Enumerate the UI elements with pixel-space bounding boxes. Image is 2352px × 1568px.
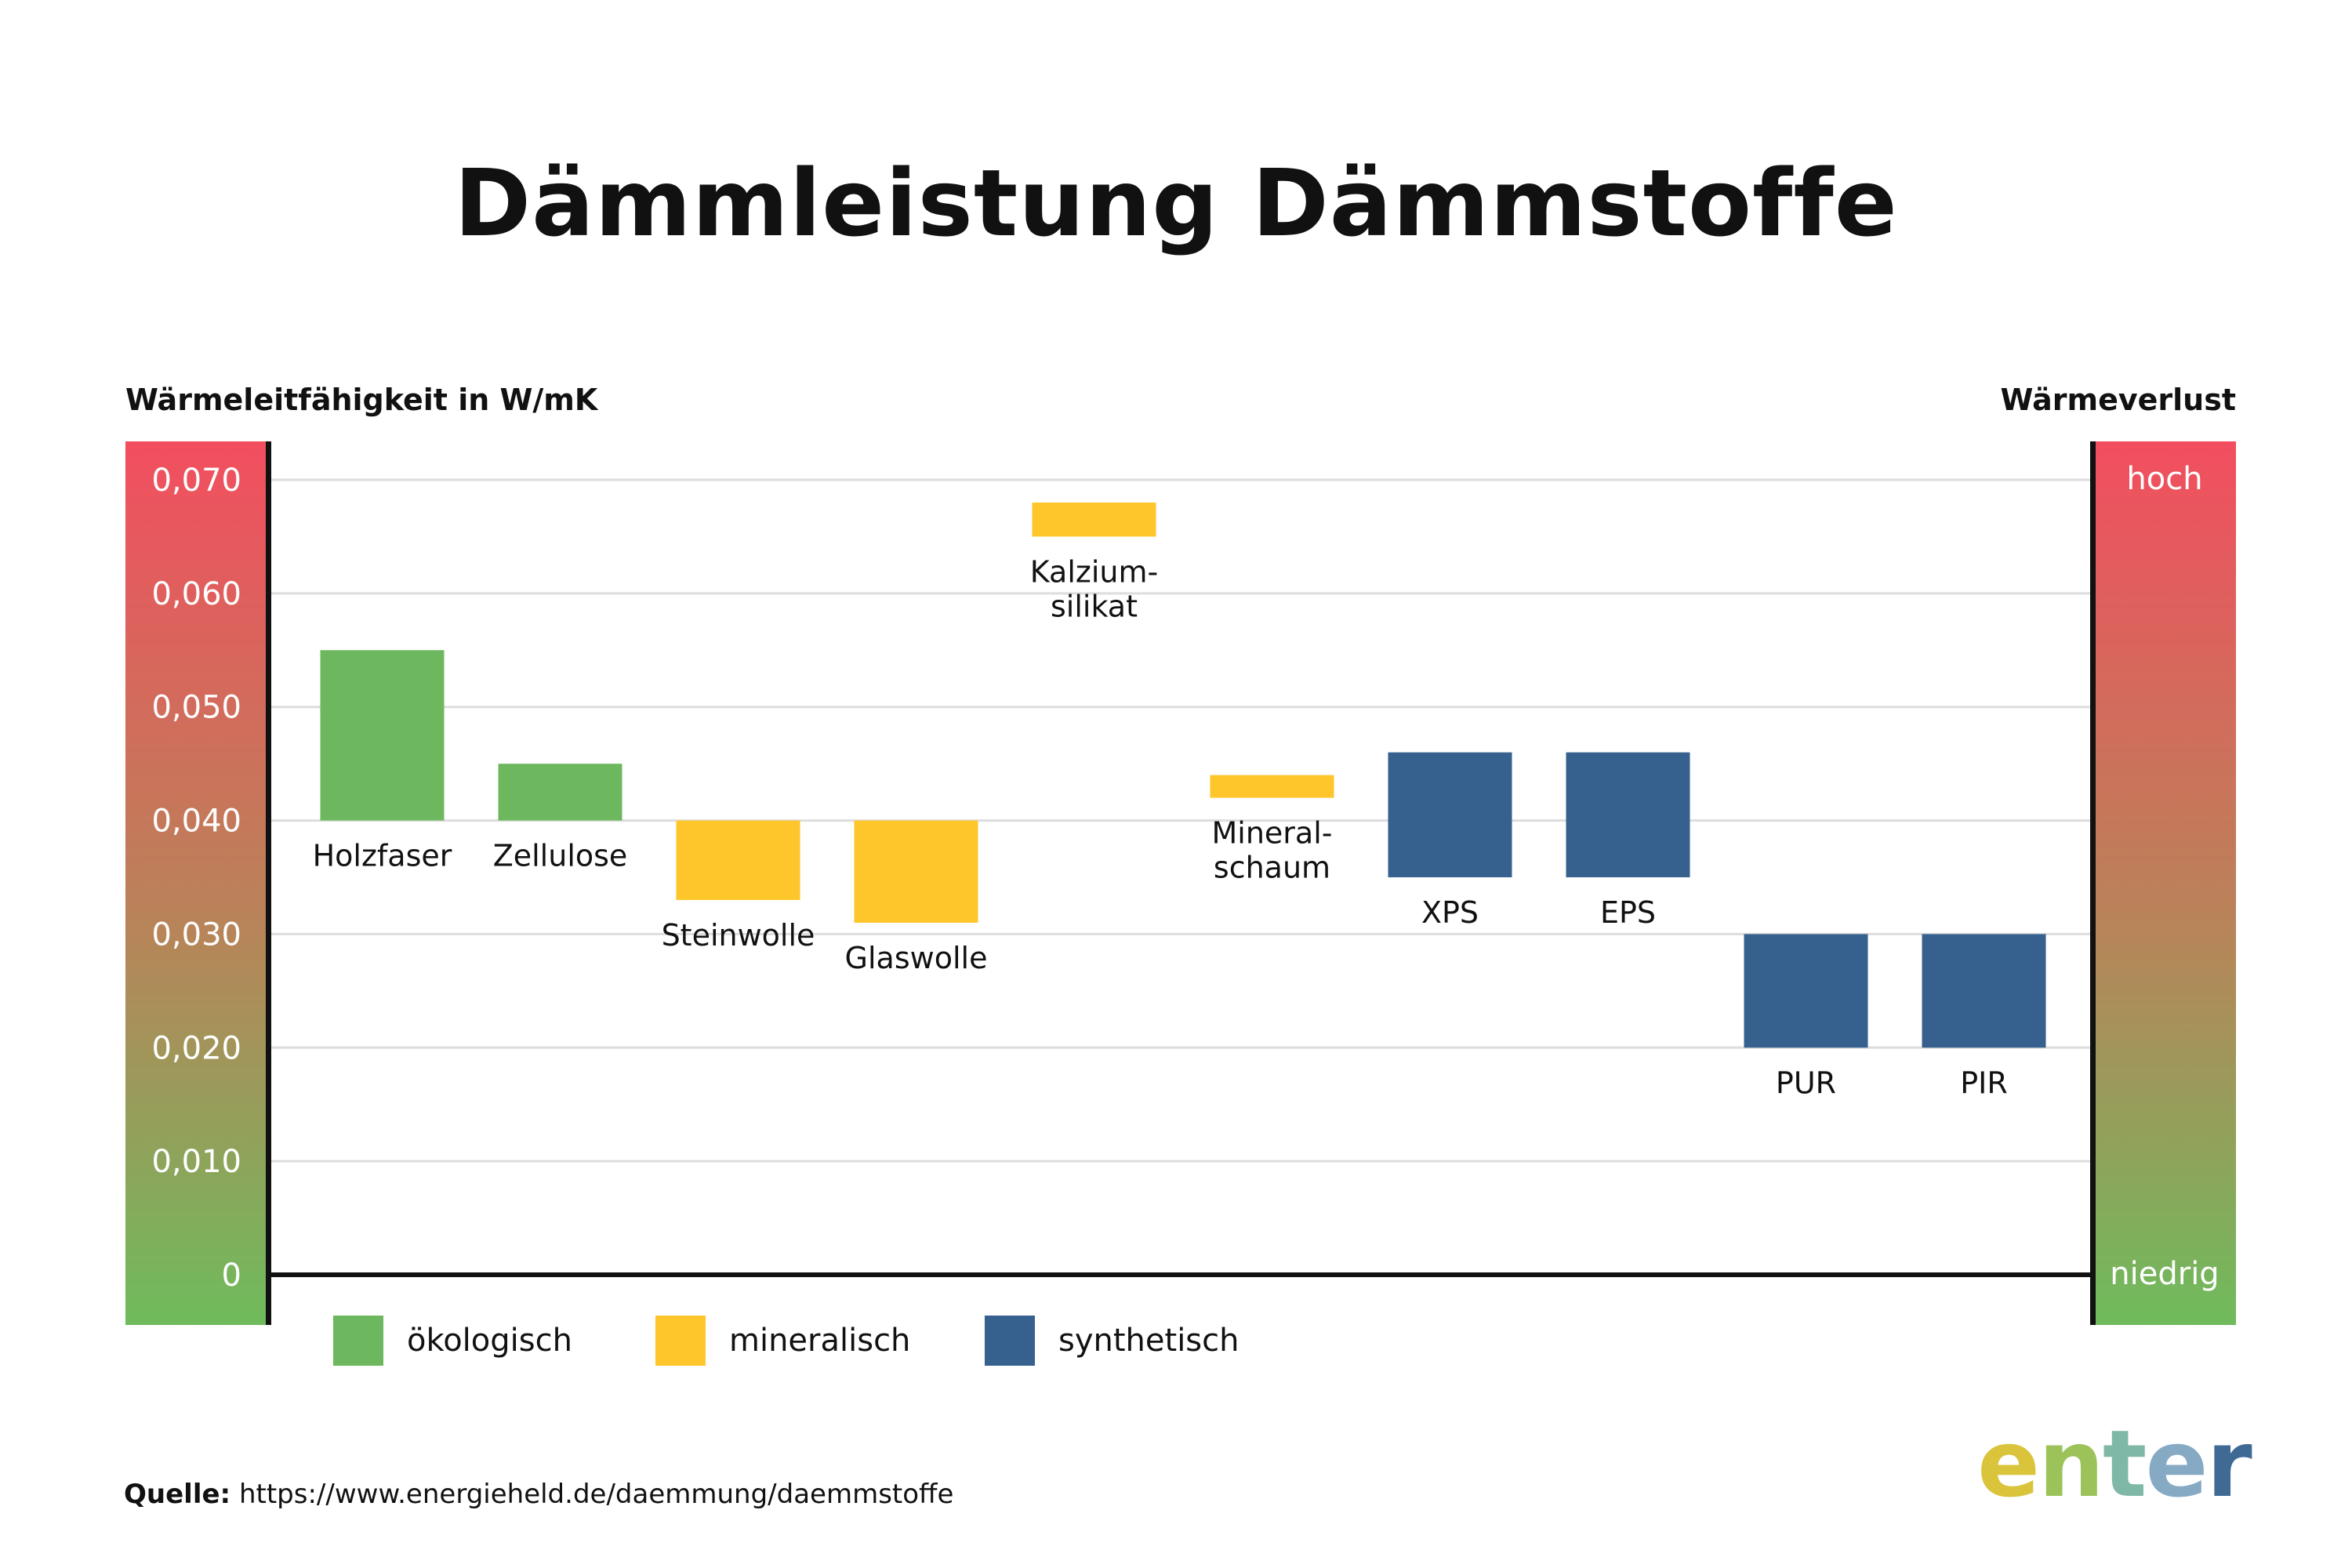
- bar-mineralschaum: [1210, 775, 1334, 798]
- legend-label: synthetisch: [1058, 1323, 1240, 1359]
- legend-item: ökologisch: [333, 1313, 572, 1368]
- bar-label: Zellulose: [493, 839, 628, 873]
- legend-item: synthetisch: [985, 1313, 1240, 1368]
- y-axis-line: [266, 441, 271, 1325]
- right-axis-line: [2090, 441, 2096, 1325]
- y-axis-title: Wärmeleitfähigkeit in W/mK: [125, 383, 598, 417]
- enter-logo: enter: [1977, 1410, 2252, 1518]
- bar-label: PUR: [1776, 1065, 1836, 1100]
- bar-label: PIR: [1960, 1065, 2008, 1100]
- y-tick-label: 0: [222, 1258, 241, 1294]
- legend-item: mineralisch: [655, 1313, 910, 1368]
- bar-label: Steinwolle: [662, 918, 815, 953]
- bar-label: silikat: [1051, 589, 1138, 623]
- y-tick-label: 0,070: [151, 463, 241, 499]
- source-url: https://www.energieheld.de/daemmung/daem…: [238, 1479, 954, 1510]
- legend-label: ökologisch: [407, 1323, 572, 1359]
- y-tick-label: 0,060: [151, 576, 241, 612]
- bar-pir: [1922, 934, 2046, 1048]
- heat-loss-gradient-bar: [2093, 441, 2236, 1325]
- legend-swatch: [655, 1316, 706, 1366]
- bar-eps: [1566, 752, 1690, 877]
- logo-letter: r: [2206, 1410, 2252, 1518]
- logo-letter: t: [2103, 1410, 2147, 1518]
- source-label: Quelle:: [124, 1479, 231, 1510]
- legend-swatch: [985, 1316, 1035, 1366]
- source-note: Quelle: https://www.energieheld.de/daemm…: [124, 1479, 953, 1510]
- bar-label: Glaswolle: [845, 941, 988, 975]
- bar-pur: [1744, 934, 1868, 1048]
- heat-loss-low-label: niedrig: [2110, 1256, 2220, 1292]
- bar-steinwolle: [676, 820, 800, 900]
- bar-xps: [1388, 752, 1512, 877]
- bar-glaswolle: [854, 820, 978, 923]
- bar-label: Mineral-: [1212, 816, 1333, 851]
- logo-letter: e: [1977, 1410, 2040, 1518]
- y-tick-label: 0,010: [151, 1144, 241, 1180]
- heat-loss-high-label: hoch: [2126, 461, 2203, 497]
- y-tick-label: 0,020: [151, 1030, 241, 1066]
- heat-loss-title: Wärmeverlust: [2000, 383, 2236, 417]
- y-tick-label: 0,030: [151, 916, 241, 953]
- bar-label: EPS: [1600, 895, 1656, 930]
- bar-label: Holzfaser: [313, 839, 452, 873]
- bar-label: Kalzium-: [1030, 554, 1158, 589]
- logo-letter: n: [2038, 1410, 2104, 1518]
- bar-zellulose: [498, 764, 622, 821]
- y-tick-label: 0,050: [151, 690, 241, 726]
- chart-title: Dämmleistung Dämmstoffe: [454, 149, 1898, 257]
- bar-label: schaum: [1214, 851, 1330, 885]
- bar-holzfaser: [320, 650, 445, 821]
- logo-letter: e: [2145, 1410, 2208, 1518]
- legend-swatch: [333, 1316, 383, 1366]
- bar-label: XPS: [1421, 895, 1479, 930]
- conductivity-gradient-bar: [125, 441, 268, 1325]
- bar-kalziumsilikat: [1032, 502, 1156, 537]
- legend-label: mineralisch: [729, 1323, 911, 1359]
- y-tick-label: 0,040: [151, 804, 241, 840]
